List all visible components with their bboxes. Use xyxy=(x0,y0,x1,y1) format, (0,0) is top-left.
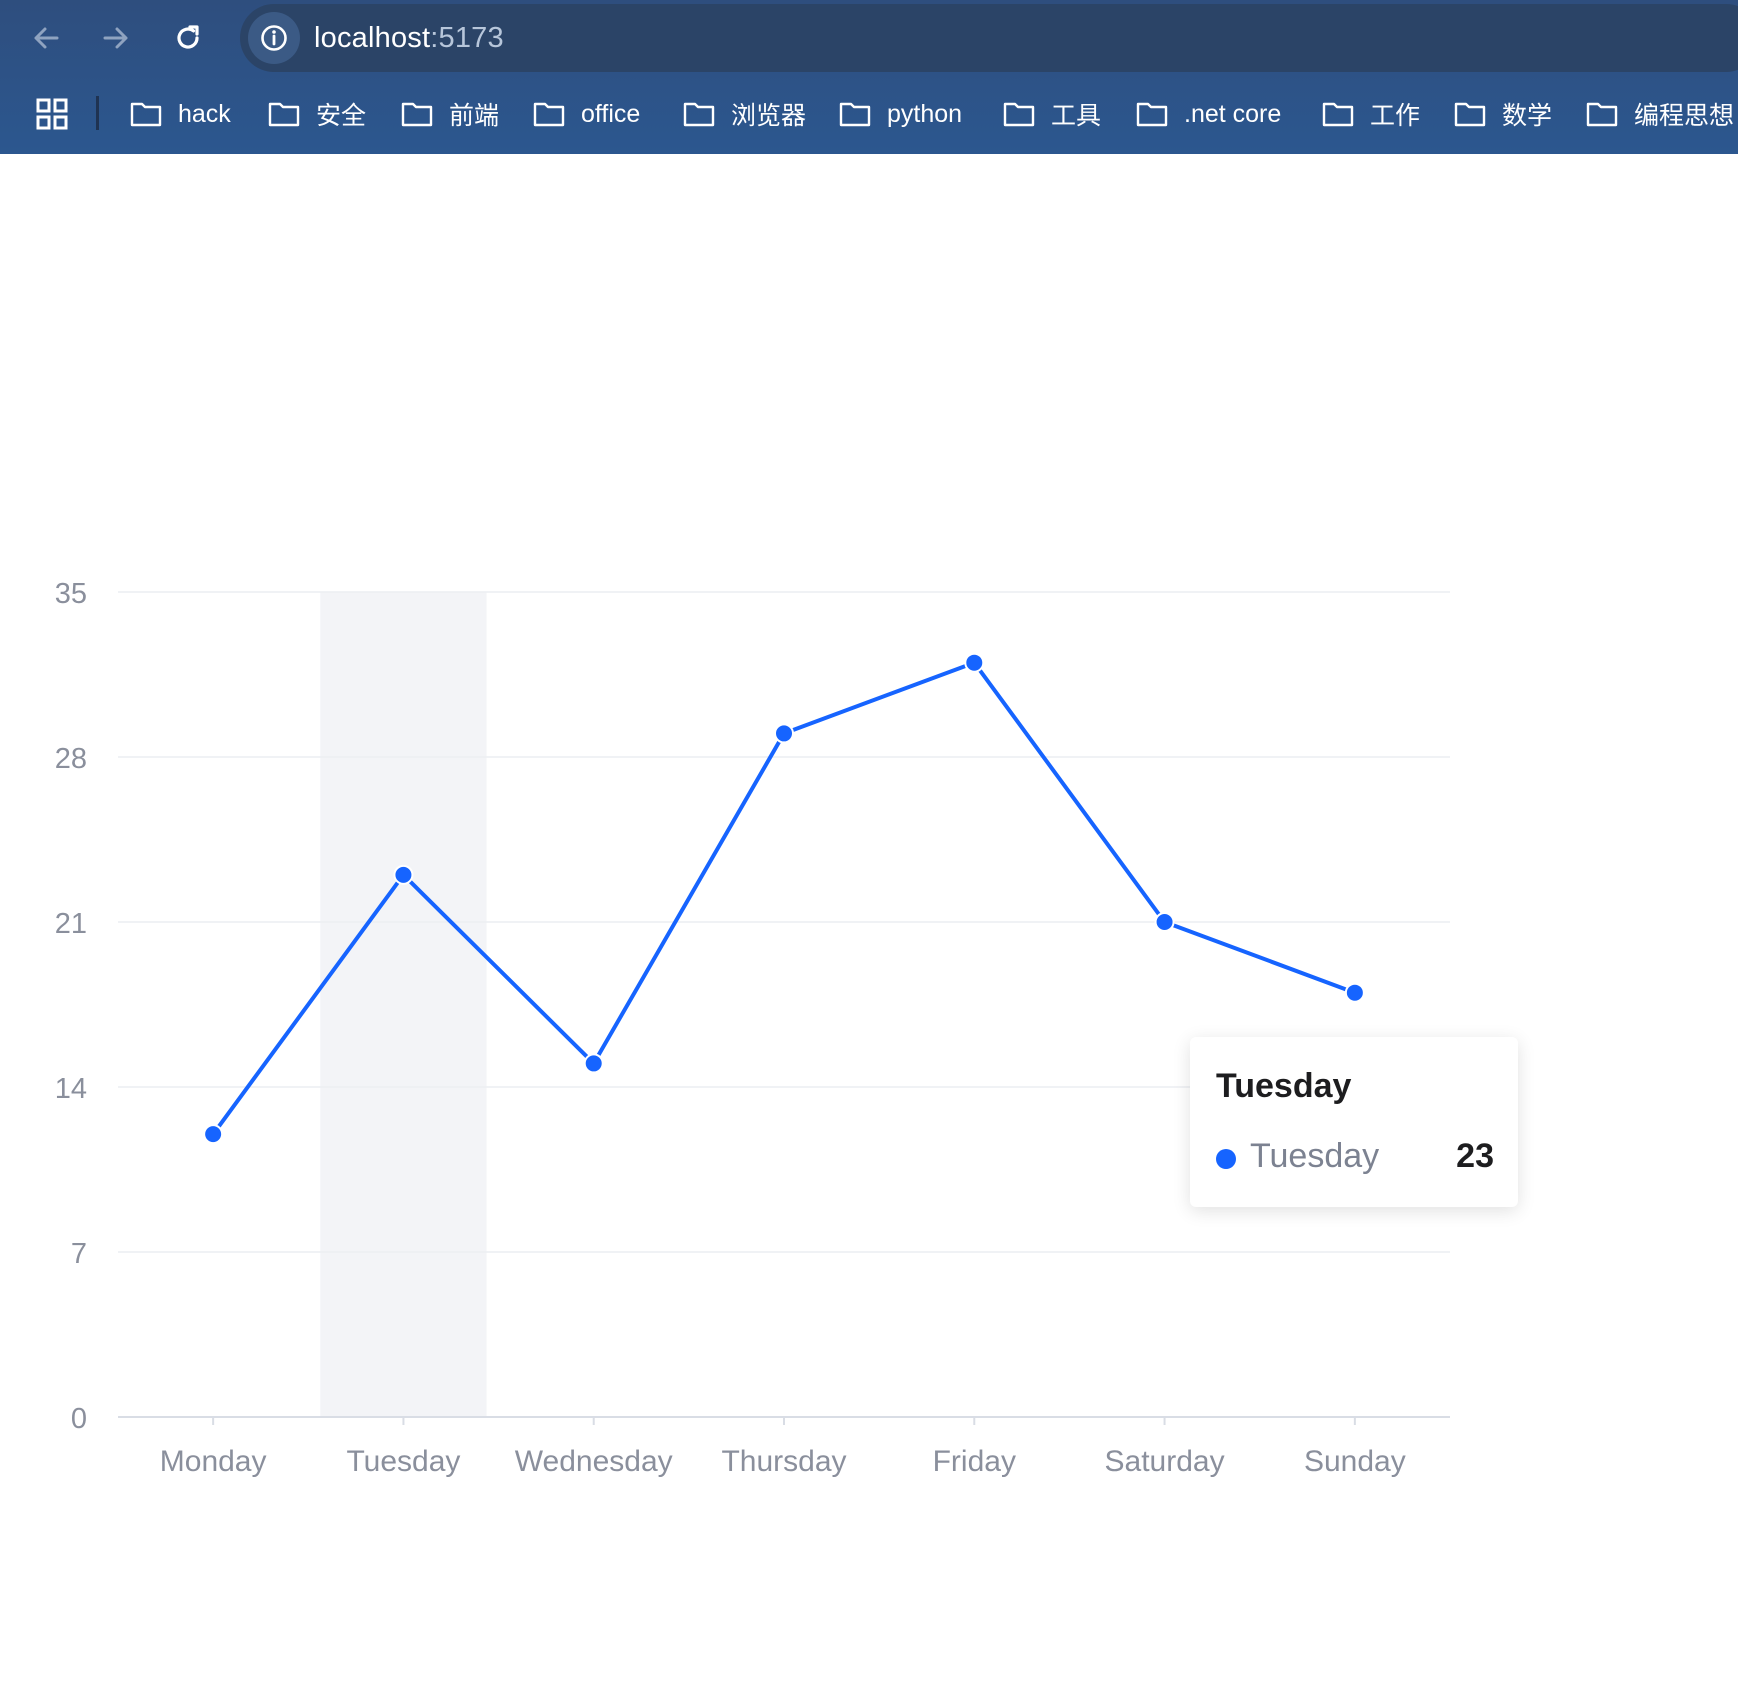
bookmark-folder[interactable]: 工作 xyxy=(1322,90,1420,138)
folder-icon xyxy=(1586,102,1618,127)
bookmark-folder[interactable]: .net core xyxy=(1136,90,1281,138)
data-point xyxy=(203,1124,224,1145)
x-tick-label: Wednesday xyxy=(515,1445,673,1478)
chart-tooltip: Tuesday Tuesday 23 xyxy=(1190,1037,1518,1207)
apps-grid-icon[interactable] xyxy=(34,96,70,132)
forward-button[interactable] xyxy=(92,14,140,62)
x-tick-label: Tuesday xyxy=(346,1445,460,1478)
folder-icon xyxy=(1454,102,1486,127)
tooltip-title: Tuesday xyxy=(1216,1067,1352,1105)
chart-area: 0 7 14 21 28 35 Monday Tuesday Wednesday Thursday… xyxy=(0,154,1738,1694)
folder-icon xyxy=(401,102,433,127)
y-tick-label: 7 xyxy=(71,1238,87,1270)
data-point xyxy=(583,1053,604,1074)
x-tick-label: Sunday xyxy=(1304,1445,1406,1478)
bookmark-folder[interactable]: 安全 xyxy=(268,90,366,138)
y-tick-label: 28 xyxy=(55,743,87,775)
reload-button[interactable] xyxy=(164,14,212,62)
bookmark-folder[interactable]: hack xyxy=(130,90,231,138)
url-text[interactable]: localhost:5173 xyxy=(314,4,504,72)
folder-icon xyxy=(1136,102,1168,127)
site-info-button[interactable] xyxy=(248,12,300,64)
forward-arrow-icon xyxy=(103,27,128,49)
data-point xyxy=(774,723,794,744)
folder-icon xyxy=(839,102,871,127)
bookmark-folder[interactable]: 数学 xyxy=(1454,90,1552,138)
bookmark-label: hack xyxy=(178,99,231,128)
bookmark-label: 工作 xyxy=(1370,102,1421,130)
url-port: :5173 xyxy=(430,22,504,54)
bookmark-label: 编程思想 xyxy=(1634,102,1735,130)
y-tick-label: 21 xyxy=(55,908,87,940)
bookmark-label: 前端 xyxy=(449,102,500,130)
bookmark-label: 浏览器 xyxy=(731,102,807,130)
url-host: localhost xyxy=(314,22,431,54)
bookmark-label: office xyxy=(581,99,641,128)
x-tick-label: Monday xyxy=(160,1445,267,1478)
y-tick-label: 0 xyxy=(71,1403,87,1435)
bookmark-label: python xyxy=(887,99,963,128)
reload-icon xyxy=(177,25,199,49)
data-point xyxy=(1154,912,1175,932)
tooltip-series-marker xyxy=(1216,1149,1236,1169)
bookmark-label: 数学 xyxy=(1502,102,1553,130)
bookmark-folder[interactable]: 编程思想 xyxy=(1586,90,1734,138)
navigation-row: localhost:5173 xyxy=(0,0,1738,76)
data-point xyxy=(964,652,985,673)
folder-icon xyxy=(1322,102,1354,127)
folder-icon xyxy=(683,102,715,127)
address-bar[interactable]: localhost:5173 xyxy=(240,4,1738,72)
line-chart[interactable]: 0 7 14 21 28 35 Monday Tuesday Wednesday Thursday… xyxy=(0,154,1738,1694)
bookmark-label: 工具 xyxy=(1051,102,1102,130)
bookmarks-divider xyxy=(96,96,99,130)
bookmark-folder[interactable]: 浏览器 xyxy=(683,90,806,138)
bookmark-label: 安全 xyxy=(316,102,367,130)
tooltip-value: 23 xyxy=(1456,1137,1494,1175)
x-tick-label: Thursday xyxy=(721,1445,846,1478)
back-arrow-icon xyxy=(34,27,59,49)
bookmark-folder[interactable]: python xyxy=(839,90,962,138)
info-icon xyxy=(261,25,287,51)
folder-icon xyxy=(533,102,565,127)
tooltip-series-label: Tuesday xyxy=(1250,1137,1380,1175)
bookmark-label: .net core xyxy=(1184,99,1282,128)
data-point xyxy=(393,864,414,885)
bookmarks-bar: hack 安全 前端 office 浏览器 python 工具 .net co xyxy=(0,76,1738,152)
folder-icon xyxy=(1003,102,1035,127)
data-point xyxy=(1344,982,1365,1003)
x-tick-label: Friday xyxy=(933,1445,1016,1478)
bookmark-folder[interactable]: 前端 xyxy=(401,90,499,138)
highlight-band xyxy=(320,592,487,1417)
x-tick-label: Saturday xyxy=(1105,1445,1225,1478)
bookmark-folder[interactable]: office xyxy=(533,90,640,138)
y-tick-label: 14 xyxy=(55,1073,87,1105)
folder-icon xyxy=(130,102,162,127)
y-tick-label: 35 xyxy=(55,578,87,610)
back-button[interactable] xyxy=(22,14,70,62)
browser-toolbar: localhost:5173 hack 安全 前端 office 浏 xyxy=(0,0,1738,154)
folder-icon xyxy=(268,102,300,127)
bookmark-folder[interactable]: 工具 xyxy=(1003,90,1101,138)
